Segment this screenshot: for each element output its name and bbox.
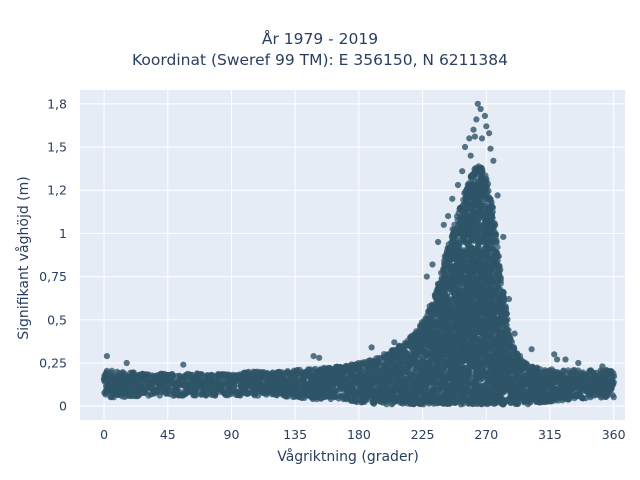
chart-title: År 1979 - 2019 [261,30,379,48]
data-point [198,371,205,378]
data-point [485,187,492,194]
data-point [492,231,500,238]
chart-subtitle: Koordinat (Sweref 99 TM): E 356150, N 62… [132,51,508,69]
data-point [231,382,238,389]
data-points [100,100,618,408]
data-point [108,367,115,374]
data-point [484,180,492,188]
data-point [169,372,177,379]
data-point [192,392,199,399]
data-point [492,222,499,229]
data-point [489,208,496,215]
data-point [202,392,210,399]
